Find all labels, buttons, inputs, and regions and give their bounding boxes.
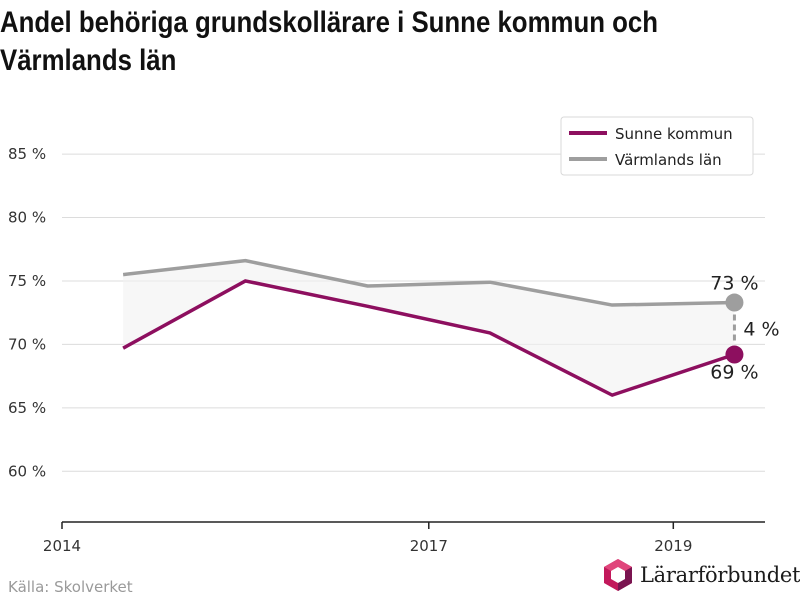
- difference-band: [123, 260, 735, 396]
- series-line-sunne-kommun: [122, 279, 735, 397]
- difference-label: 4 %: [743, 319, 779, 341]
- y-tick-label: 60 %: [8, 462, 46, 480]
- y-tick-label: 85 %: [8, 145, 46, 163]
- x-tick-label: 2017: [410, 537, 448, 555]
- y-tick-label: 80 %: [8, 209, 46, 227]
- y-tick-label: 70 %: [8, 335, 46, 353]
- y-tick-label: 75 %: [8, 272, 46, 290]
- chart-title: Andel behöriga grundskollärare i Sunne k…: [0, 6, 659, 77]
- y-axis-tick-labels: 60 % 65 % 70 % 75 % 80 % 85 %: [8, 145, 46, 480]
- end-point-sunne-kommun: [725, 345, 744, 364]
- series-line-varmlands-lan: [122, 258, 735, 307]
- series-lines: [122, 258, 735, 397]
- legend-label: Sunne kommun: [615, 125, 733, 143]
- y-tick-label: 65 %: [8, 399, 46, 417]
- x-axis-ticks: 2014 2017 2019: [43, 522, 692, 555]
- brand-name: Lärarförbundet: [640, 563, 800, 587]
- source-note: Källa: Skolverket: [8, 578, 133, 596]
- brand-logo-block: Lärarförbundet: [602, 557, 800, 593]
- end-label-sunne-kommun: 69 %: [710, 362, 758, 384]
- legend-box: [560, 116, 754, 176]
- legend: Sunne kommun Värmlands län: [560, 116, 754, 176]
- lararforbundet-logo-icon: [604, 559, 632, 591]
- legend-label: Värmlands län: [615, 151, 722, 169]
- x-tick-label: 2019: [654, 537, 692, 555]
- end-annotations: 73 % 69 % 4 %: [710, 273, 779, 384]
- end-label-varmlands-lan: 73 %: [710, 273, 758, 295]
- end-point-varmlands-lan: [725, 293, 744, 312]
- x-tick-label: 2014: [43, 537, 81, 555]
